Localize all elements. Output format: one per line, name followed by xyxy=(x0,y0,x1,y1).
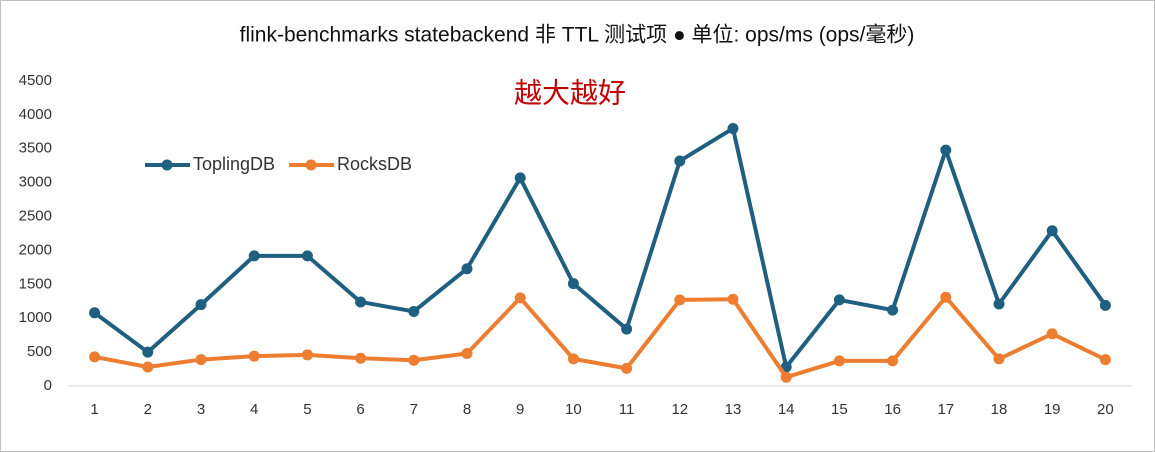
point xyxy=(567,353,579,365)
y-tick-label: 2000 xyxy=(19,241,52,258)
x-tick-label: 12 xyxy=(671,401,688,418)
x-tick-label: 15 xyxy=(831,401,848,418)
x-tick-label: 5 xyxy=(303,401,311,418)
chart-title: flink-benchmarks statebackend 非 TTL 测试项 … xyxy=(240,24,915,47)
y-tick-label: 0 xyxy=(44,377,52,394)
point xyxy=(195,354,207,366)
legend-label: RocksDB xyxy=(337,154,412,174)
point xyxy=(993,298,1005,310)
series-line xyxy=(93,126,1108,370)
point xyxy=(887,355,899,367)
y-tick-label: 500 xyxy=(27,343,52,360)
y-tick-label: 4000 xyxy=(19,106,52,123)
legend-label: ToplingDB xyxy=(193,154,275,174)
y-tick-label: 1500 xyxy=(19,275,52,292)
x-tick-label: 4 xyxy=(250,401,258,418)
series-line xyxy=(94,295,1107,380)
point xyxy=(1099,299,1111,311)
legend-marker xyxy=(161,159,173,171)
point xyxy=(727,293,739,305)
point xyxy=(461,263,473,275)
legend-marker xyxy=(305,159,317,171)
x-tick-label: 10 xyxy=(565,401,582,418)
point xyxy=(301,250,313,262)
point xyxy=(940,291,952,303)
x-tick-label: 1 xyxy=(90,401,98,418)
point xyxy=(1046,328,1058,340)
x-tick-label: 13 xyxy=(725,401,742,418)
x-tick-label: 16 xyxy=(884,401,901,418)
x-tick-label: 3 xyxy=(197,401,205,418)
point xyxy=(833,294,845,306)
point xyxy=(142,361,154,373)
x-tick-label: 20 xyxy=(1097,401,1114,418)
point xyxy=(408,354,420,366)
point xyxy=(301,349,313,361)
point xyxy=(89,307,101,319)
point xyxy=(674,294,686,306)
point xyxy=(1099,354,1111,366)
y-tick-label: 3500 xyxy=(19,140,52,157)
x-tick-label: 6 xyxy=(356,401,364,418)
point xyxy=(993,353,1005,365)
point xyxy=(514,172,526,184)
y-tick-label: 2500 xyxy=(19,208,52,225)
x-tick-label: 17 xyxy=(937,401,954,418)
x-tick-label: 11 xyxy=(619,401,635,418)
x-tick-label: 2 xyxy=(144,401,152,418)
point xyxy=(89,351,101,363)
point xyxy=(248,350,260,362)
point xyxy=(195,299,207,311)
point xyxy=(1046,225,1058,237)
point xyxy=(355,296,367,308)
point xyxy=(621,323,633,335)
point xyxy=(674,155,686,167)
point xyxy=(621,362,633,374)
point xyxy=(355,352,367,364)
x-tick-label: 8 xyxy=(463,401,471,418)
point xyxy=(514,292,526,304)
point xyxy=(248,250,260,262)
point xyxy=(567,278,579,290)
point xyxy=(833,355,845,367)
point xyxy=(461,347,473,359)
x-tick-label: 19 xyxy=(1044,401,1061,418)
x-tick-label: 18 xyxy=(991,401,1008,418)
y-tick-label: 3000 xyxy=(19,174,52,191)
y-tick-label: 1000 xyxy=(19,309,52,326)
annotation: 越大越好 xyxy=(514,77,626,108)
point xyxy=(142,346,154,358)
point xyxy=(780,371,792,383)
y-tick-label: 4500 xyxy=(19,72,52,89)
x-tick-label: 9 xyxy=(516,401,524,418)
point xyxy=(887,304,899,316)
point xyxy=(408,305,420,317)
point xyxy=(727,122,739,134)
point xyxy=(940,144,952,156)
x-tick-label: 14 xyxy=(778,401,795,418)
x-tick-label: 7 xyxy=(410,401,418,418)
